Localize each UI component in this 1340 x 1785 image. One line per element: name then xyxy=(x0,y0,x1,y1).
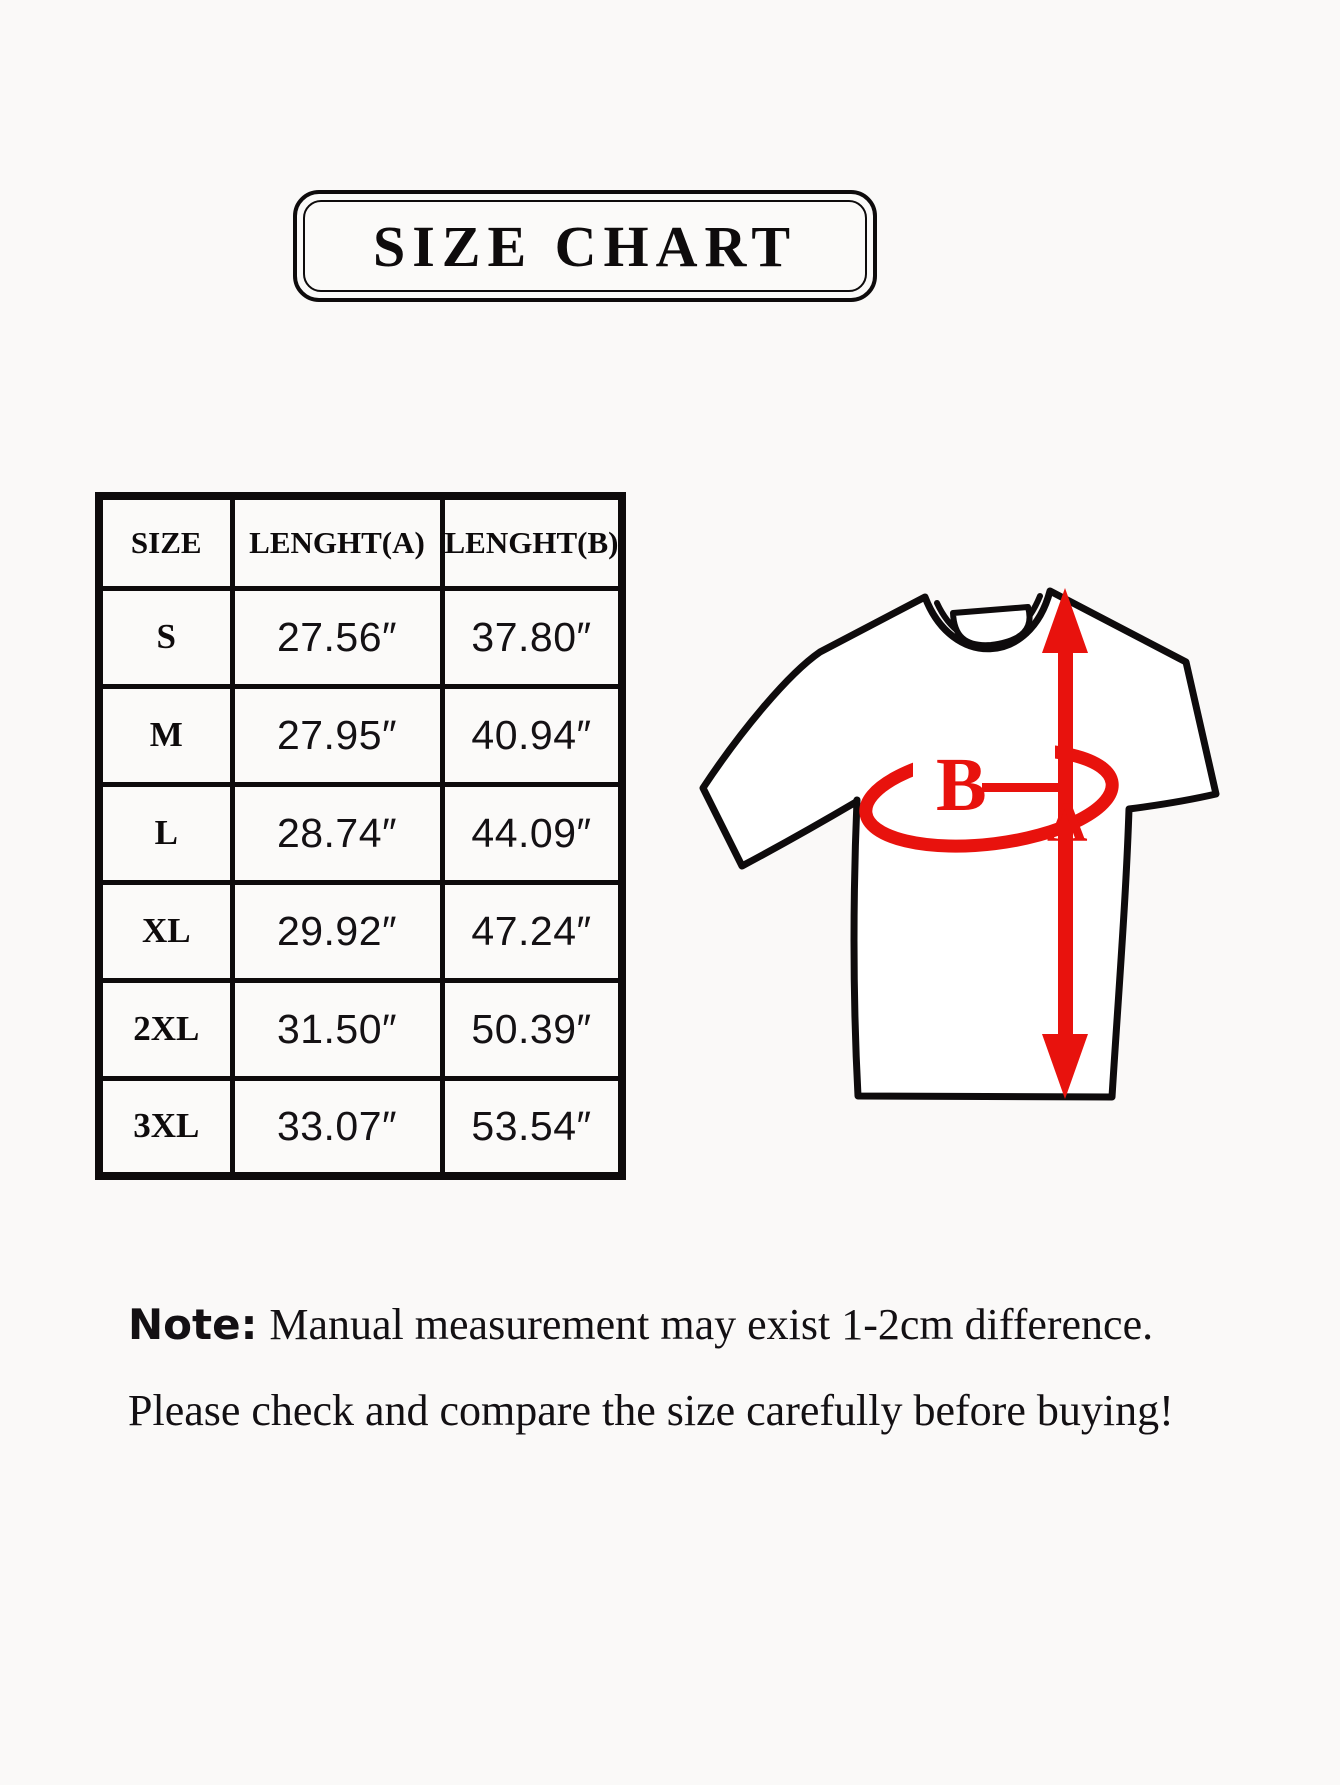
table-row: XL 29.92″ 47.24″ xyxy=(96,879,625,983)
length-a-cell: 31.50″ xyxy=(229,977,445,1081)
length-b-cell: 40.94″ xyxy=(439,683,625,787)
length-a-cell: 33.07″ xyxy=(229,1075,445,1179)
size-cell: 2XL xyxy=(96,977,235,1081)
length-arrow-head-down xyxy=(1042,1034,1088,1099)
table-row: M 27.95″ 40.94″ xyxy=(96,683,625,787)
label-b: B xyxy=(936,743,987,827)
collar-opening xyxy=(950,604,1033,649)
length-b-cell: 44.09″ xyxy=(439,781,625,885)
header-length-a: LENGHT(A) xyxy=(229,493,445,591)
length-b-cell: 53.54″ xyxy=(439,1075,625,1179)
size-chart-title-box: SIZE CHART xyxy=(293,190,877,302)
size-chart-title-inner-border: SIZE CHART xyxy=(303,200,867,292)
table-header-row: SIZE LENGHT(A) LENGHT(B) xyxy=(96,493,625,591)
table-row: L 28.74″ 44.09″ xyxy=(96,781,625,885)
note-text-2: Please check and compare the size carefu… xyxy=(128,1386,1174,1435)
header-length-b: LENGHT(B) xyxy=(439,493,625,591)
note: Note: Manual measurement may exist 1-2cm … xyxy=(128,1282,1288,1454)
header-size: SIZE xyxy=(96,493,235,591)
note-line-1: Note: Manual measurement may exist 1-2cm … xyxy=(128,1282,1288,1368)
table-row: 2XL 31.50″ 50.39″ xyxy=(96,977,625,1081)
length-arrow-head-up xyxy=(1042,588,1088,653)
b-leader-line xyxy=(982,783,1068,792)
size-cell: L xyxy=(96,781,235,885)
table-row: 3XL 33.07″ 53.54″ xyxy=(96,1075,625,1179)
note-text-1: Manual measurement may exist 1-2cm diffe… xyxy=(269,1300,1154,1349)
label-a: A xyxy=(1047,792,1088,854)
length-b-cell: 37.80″ xyxy=(439,585,625,689)
size-table: SIZE LENGHT(A) LENGHT(B) S 27.56″ 37.80″… xyxy=(95,492,627,1180)
note-line-2: Please check and compare the size carefu… xyxy=(128,1368,1288,1454)
length-b-cell: 47.24″ xyxy=(439,879,625,983)
length-arrow-shaft xyxy=(1058,640,1073,1037)
tshirt-measurement-diagram: B A xyxy=(699,587,1220,1101)
size-cell: M xyxy=(96,683,235,787)
size-cell: XL xyxy=(96,879,235,983)
length-a-cell: 29.92″ xyxy=(229,879,445,983)
length-a-cell: 27.56″ xyxy=(229,585,445,689)
table-row: S 27.56″ 37.80″ xyxy=(96,585,625,689)
size-cell: S xyxy=(96,585,235,689)
size-cell: 3XL xyxy=(96,1075,235,1179)
length-a-cell: 28.74″ xyxy=(229,781,445,885)
length-b-cell: 50.39″ xyxy=(439,977,625,1081)
page-title: SIZE CHART xyxy=(372,213,798,279)
note-label: Note: xyxy=(128,1300,258,1349)
length-a-cell: 27.95″ xyxy=(229,683,445,787)
